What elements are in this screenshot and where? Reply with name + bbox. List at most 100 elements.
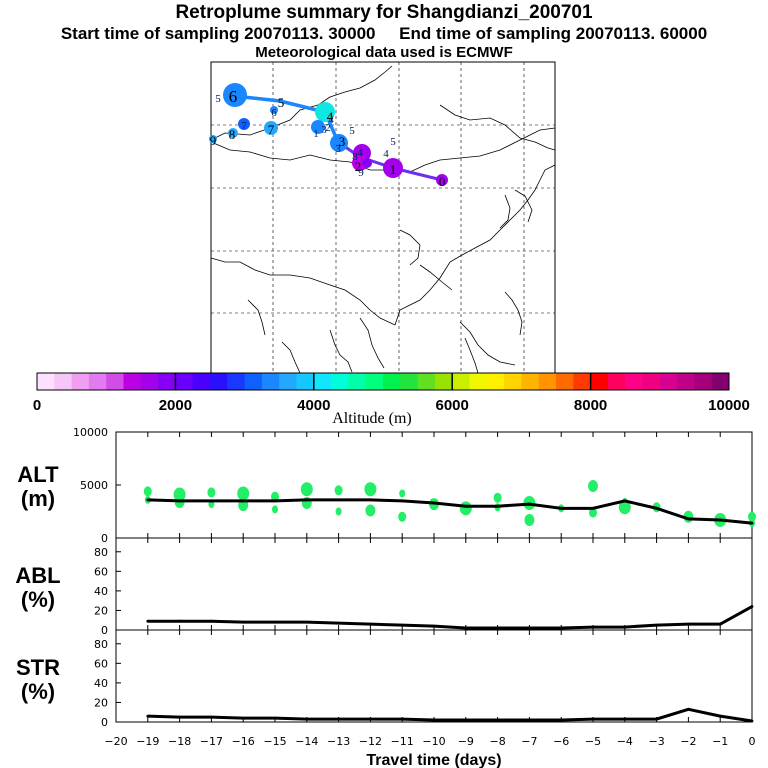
plume-circle [228, 128, 238, 138]
plume-label: 6 [271, 107, 277, 119]
colorbar-cell [607, 373, 626, 390]
abl-series-line [147, 605, 753, 630]
alt-scatter-point [748, 511, 756, 522]
abl-data-point [496, 626, 499, 630]
x-tick-label: −17 [200, 735, 223, 748]
str-panel-frame [115, 629, 753, 723]
str-data-point [591, 717, 595, 721]
altitude-colorbar: 0 2000 4000 6000 8000 10000 Altitude (m) [33, 372, 750, 427]
str-data-point [718, 714, 722, 718]
x-axis-label: Travel time (days) [366, 752, 501, 768]
colorbar-cell [106, 373, 124, 390]
str-data-point [687, 707, 690, 711]
colorbar-cell [313, 373, 332, 390]
str-data-point [241, 716, 245, 720]
colorbar-cell [227, 373, 246, 390]
colorbar-cell [88, 373, 107, 390]
plume-circle [383, 158, 403, 178]
alt-scatter-point [143, 486, 152, 497]
x-tick-label: −6 [553, 735, 569, 748]
alt-data-point [432, 501, 436, 505]
y-tick-label: 5000 [80, 479, 108, 492]
y-tick-label: 80 [94, 546, 108, 559]
abl-data-point [337, 621, 340, 625]
str-data-point [305, 717, 309, 721]
panel-label-name: ALT [17, 462, 59, 487]
plume-label: 9 [358, 167, 364, 179]
str-data-point [146, 714, 150, 718]
y-tick-label: 20 [94, 696, 108, 709]
alt-panel-frame [115, 431, 753, 539]
abl-data-point [369, 622, 372, 626]
trajectory-point-label: 3 [339, 134, 346, 149]
alt-data-point [146, 498, 150, 502]
x-tick-label: −3 [648, 735, 664, 748]
plume-circle [436, 174, 448, 186]
alt-data-point [655, 506, 658, 510]
colorbar-cell [452, 373, 470, 390]
plume-circles [209, 83, 448, 186]
alt-scatter-point [364, 482, 377, 497]
str-data-point [400, 717, 404, 721]
alt-scatter-point [300, 482, 313, 497]
colorbar-tick-label: 0 [33, 397, 41, 414]
abl-data-point [623, 625, 627, 629]
trajectory-point-label: 8 [229, 127, 236, 142]
colorbar-tick-label: 4000 [297, 397, 330, 414]
x-tick-label: −11 [391, 735, 414, 748]
x-tick-label: −20 [104, 735, 127, 748]
colorbar-cell [625, 373, 643, 390]
map-coastlines [210, 65, 556, 374]
x-tick-label: −7 [521, 735, 537, 748]
x-tick-label: −9 [458, 735, 474, 748]
panel-label-unit: (m) [21, 486, 55, 511]
alt-data-point [718, 518, 722, 522]
plume-label: 4 [383, 148, 389, 160]
trajectory-point-label: 5 [278, 95, 285, 110]
alt-scatter-point [589, 507, 597, 518]
plume-circle [270, 106, 278, 114]
abl-data-point [750, 605, 754, 608]
x-tick-label: −16 [232, 735, 255, 748]
colorbar-cell [365, 373, 384, 390]
colorbar-cell [192, 373, 211, 390]
colorbar-cell [54, 373, 73, 390]
x-tick-label: −13 [327, 735, 350, 748]
alt-data-point [528, 502, 531, 506]
plume-label: 5 [349, 125, 355, 137]
y-tick-label: 40 [94, 585, 108, 598]
colorbar-label: Altitude (m) [332, 410, 412, 427]
str-data-point [432, 718, 436, 722]
trajectory-point-label: 9 [210, 133, 217, 148]
plume-circle [362, 158, 372, 168]
y-tick-label: 10000 [73, 426, 108, 439]
alt-scatter-point [237, 486, 250, 501]
plume-label: 4 [357, 147, 363, 159]
plume-circle [330, 134, 348, 152]
colorbar-cell [37, 373, 55, 390]
colorbar-cell [140, 373, 159, 390]
plume-label: 2 [325, 122, 331, 134]
colorbar-cell [434, 373, 453, 390]
colorbar-tick-label: 2000 [159, 397, 192, 414]
colorbar-cell [279, 373, 297, 390]
colorbar-cell [331, 373, 349, 390]
colorbar-tick-label: 6000 [436, 397, 469, 414]
colorbar-cell [521, 373, 540, 390]
alt-scatter-point [173, 487, 186, 502]
abl-data-point [528, 626, 531, 630]
plume-label: 7 [241, 120, 247, 132]
plume-label: 3 [335, 143, 341, 155]
colorbar-cell [175, 373, 194, 390]
abl-panel-frame [115, 537, 753, 631]
y-tick-label: 0 [101, 624, 108, 637]
meteo-note: Meteorological data used is ECMWF [255, 44, 513, 61]
alt-data-point [337, 498, 340, 502]
abl-data-point [210, 619, 213, 623]
colorbar-cell [123, 373, 142, 390]
panel-label-name: ABL [15, 563, 60, 588]
alt-scatter-point [398, 511, 407, 522]
colorbar-cell [210, 373, 228, 390]
